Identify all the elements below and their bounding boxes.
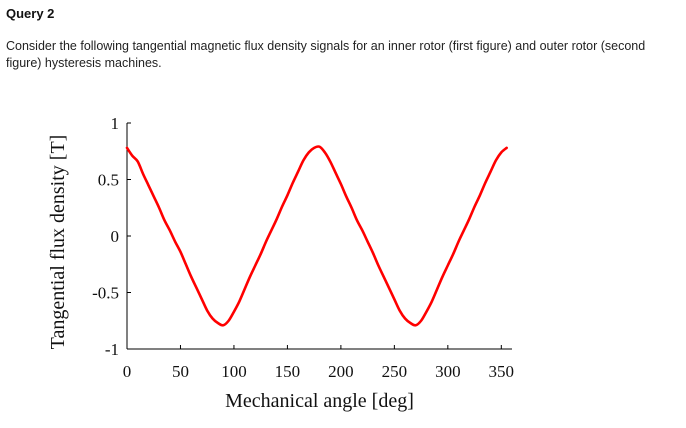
y-tick-label: 0.5 bbox=[98, 171, 119, 190]
x-axis-label: Mechanical angle [deg] bbox=[225, 390, 414, 412]
flux-density-chart: 0 50 100 150 200 250 300 350 1 0.5 0 -0.5 -1 Mechani… bbox=[47, 114, 514, 412]
query-description: Consider the following tangential magnet… bbox=[6, 39, 646, 70]
x-tick-label: 0 bbox=[123, 362, 132, 381]
ticks: 0 50 100 150 200 250 300 350 1 0.5 0 -0.5 -1 bbox=[92, 114, 514, 381]
x-tick-label: 100 bbox=[221, 362, 247, 381]
x-tick-label: 300 bbox=[435, 362, 461, 381]
axes bbox=[126, 123, 512, 350]
flux-density-series-line bbox=[125, 145, 508, 327]
query-title: Query 2 bbox=[6, 6, 55, 21]
y-tick-label: -1 bbox=[105, 340, 119, 359]
x-tick-label: 250 bbox=[382, 362, 408, 381]
x-tick-label: 350 bbox=[489, 362, 515, 381]
y-tick-label: 1 bbox=[111, 114, 120, 133]
x-tick-label: 150 bbox=[275, 362, 301, 381]
y-axis-label: Tangential flux density [T] bbox=[47, 135, 69, 350]
x-tick-label: 50 bbox=[172, 362, 189, 381]
series-layer bbox=[125, 145, 508, 327]
x-tick-label: 200 bbox=[328, 362, 354, 381]
chart-container: 0 50 100 150 200 250 300 350 1 0.5 0 -0.5 -1 Mechani… bbox=[0, 100, 686, 423]
y-tick-label: 0 bbox=[111, 227, 120, 246]
y-tick-label: -0.5 bbox=[92, 284, 119, 303]
